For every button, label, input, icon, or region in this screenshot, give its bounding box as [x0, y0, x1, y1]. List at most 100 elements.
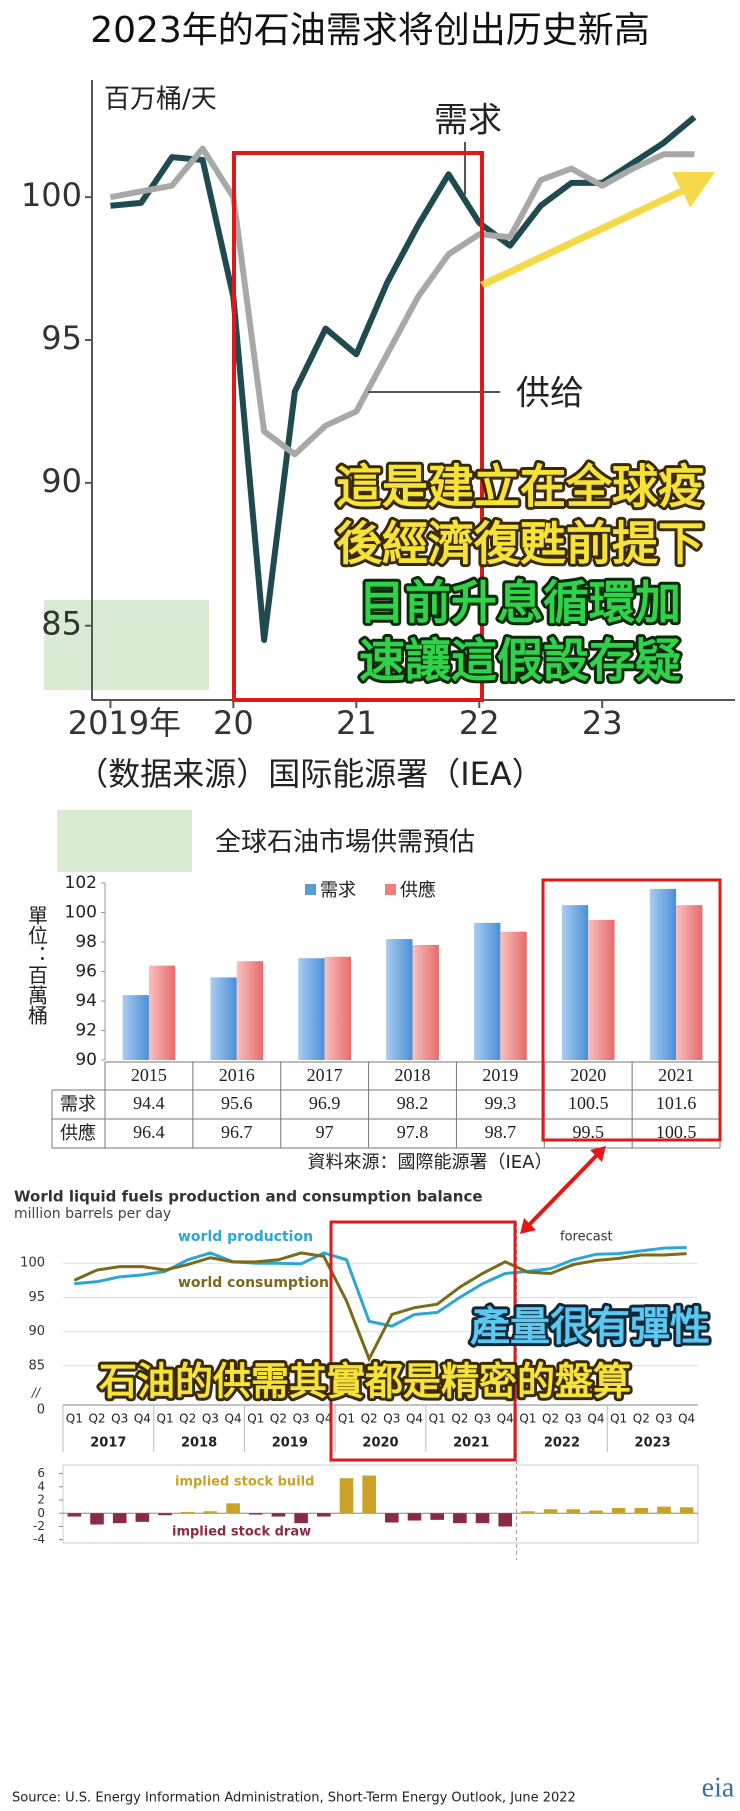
bar	[226, 1503, 240, 1514]
y-tick-label: 100	[20, 1256, 45, 1271]
bar	[298, 958, 325, 1060]
x-tick-label: Q3	[383, 1412, 400, 1426]
bar	[500, 931, 527, 1060]
x-tick-label: 2019年	[68, 704, 181, 742]
series-label: 供给	[516, 374, 584, 414]
bar	[122, 995, 149, 1060]
x-tick-label: 2016	[219, 1065, 255, 1085]
bar	[317, 1513, 331, 1517]
y-tick-label: 0	[37, 1403, 45, 1418]
table-cell: 97	[316, 1122, 334, 1142]
annotation: 這是建立在全球疫	[336, 460, 704, 514]
series-label: 需求	[434, 101, 502, 141]
x-tick-label: Q3	[655, 1412, 672, 1426]
x-tick-label: Q3	[293, 1412, 310, 1426]
year-label: 2020	[362, 1436, 398, 1451]
x-tick-label: 2020	[570, 1065, 606, 1085]
legend-label: 需求	[320, 880, 356, 901]
axis-break: //	[31, 1386, 42, 1400]
chart-title: 全球石油市場供需預估	[215, 828, 475, 858]
y-axis-label: 單位：百萬桶	[25, 905, 49, 1025]
x-tick-label: Q4	[134, 1412, 151, 1426]
line-series	[109, 145, 695, 458]
line-series	[73, 1251, 687, 1363]
table-cell: 99.5	[572, 1122, 604, 1142]
source: 資料來源：國際能源署（IEA）	[308, 1152, 553, 1173]
watermark	[57, 810, 192, 872]
table-cell: 96.4	[133, 1122, 165, 1142]
y-tick-label: 100	[65, 903, 97, 923]
series-label: world consumption	[178, 1275, 329, 1291]
legend-swatch	[305, 884, 316, 895]
y-tick-label: 96	[75, 962, 97, 982]
x-tick-label: Q1	[429, 1412, 446, 1426]
chart-title: World liquid fuels production and consum…	[14, 1188, 483, 1206]
arrow-head	[590, 1146, 606, 1162]
table-cell: 100.5	[656, 1122, 697, 1142]
line-series	[74, 1245, 687, 1328]
table-cell: 99.3	[485, 1093, 517, 1113]
bar	[561, 905, 589, 1060]
bar	[158, 1513, 172, 1516]
annotation: 速讓這假設存疑	[359, 634, 681, 688]
year-label: 2023	[635, 1436, 671, 1451]
x-tick-label: 2021	[658, 1065, 694, 1085]
y-tick-label: 85	[41, 605, 82, 643]
bar	[324, 956, 351, 1060]
bar	[676, 905, 703, 1060]
table-cell: 96.7	[221, 1122, 253, 1142]
highlight-box	[541, 878, 722, 1142]
y-tick-label: 0	[37, 1506, 45, 1520]
x-tick-label: Q2	[361, 1412, 378, 1426]
y-tick-label: 90	[28, 1324, 45, 1339]
bar	[112, 1513, 127, 1524]
y-tick-label: 92	[75, 1021, 97, 1041]
bar	[339, 1478, 354, 1514]
bar	[634, 1507, 649, 1514]
x-tick-label: Q4	[225, 1412, 242, 1426]
table-row-label: 供應	[60, 1122, 96, 1144]
bar	[475, 1513, 490, 1524]
table-cell: 98.7	[485, 1122, 517, 1142]
callout-arrow	[524, 1150, 602, 1230]
bar	[294, 1513, 308, 1524]
x-tick-label: 22	[459, 704, 500, 742]
x-tick-label: Q1	[610, 1412, 627, 1426]
bar	[679, 1507, 694, 1514]
table-row-label: 需求	[60, 1094, 96, 1115]
table-cell: 95.6	[221, 1093, 253, 1113]
annotation: 石油的供需其實都是精密的盤算	[99, 1360, 631, 1404]
x-tick-label: Q2	[179, 1412, 196, 1426]
y-axis-label: 百万桶/天	[104, 85, 217, 115]
table-cell: 97.8	[397, 1122, 429, 1142]
bar	[589, 1510, 603, 1514]
y-tick-label: 100	[21, 176, 82, 214]
bar	[148, 965, 176, 1060]
x-tick-label: Q2	[542, 1412, 559, 1426]
y-tick-label: 95	[28, 1290, 45, 1305]
arrow-head	[520, 1218, 536, 1234]
stock-build-label: implied stock build	[175, 1475, 314, 1490]
x-tick-label: Q2	[633, 1412, 650, 1426]
x-tick-label: Q1	[247, 1412, 264, 1426]
bar	[135, 1513, 150, 1522]
x-tick-label: Q2	[88, 1412, 105, 1426]
bar	[271, 1513, 286, 1517]
arrow	[480, 172, 715, 288]
y-tick-label: -2	[33, 1519, 45, 1533]
forecast-label: forecast	[560, 1230, 613, 1245]
y-tick-label: 94	[75, 991, 97, 1011]
x-tick-label: 20	[213, 704, 254, 742]
bar	[430, 1513, 444, 1520]
bar	[407, 1513, 422, 1521]
y-tick-label: 102	[65, 873, 97, 893]
x-tick-label: Q3	[474, 1412, 491, 1426]
x-tick-label: 2015	[131, 1065, 167, 1085]
x-tick-label: Q4	[406, 1412, 423, 1426]
bar	[498, 1513, 513, 1527]
watermark	[44, 600, 209, 690]
x-tick-label: Q4	[315, 1412, 332, 1426]
